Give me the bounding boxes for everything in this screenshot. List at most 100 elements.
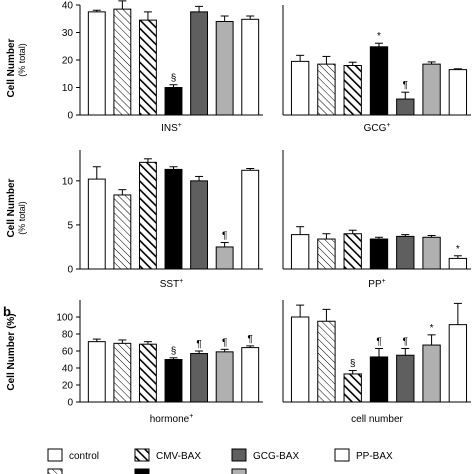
legend-swatch-cmv [135, 449, 149, 461]
y-tick-label: 40 [62, 1, 74, 12]
bar-sst-gcg [191, 181, 208, 269]
bar-hormone-ins [165, 360, 182, 403]
y-tick-label: 100 [56, 313, 73, 324]
bar-gcg-cmv [344, 66, 361, 116]
y-axis-title: Cell Number [6, 38, 17, 97]
bar-cellnum-hatch [318, 321, 335, 402]
bar-sst-sst [216, 247, 233, 269]
bar-hormone-pp [242, 348, 259, 402]
significance-mark: § [171, 346, 177, 357]
y-tick-label: 40 [62, 364, 74, 375]
panel-hormone: 0 20 40 60 80 100 § ¶ ¶ ¶ hormone+ Cell Number (%)b [3, 300, 263, 425]
y-axis-title: Cell Number [6, 178, 17, 237]
bar-pp-control [291, 235, 308, 269]
panel-ins: 0 10 20 30 40 § INS+ Cell Number (% total) [6, 1, 263, 135]
bar-gcg-gcg [397, 99, 414, 115]
bar-hormone-sst [216, 352, 233, 402]
y-tick-label: 20 [62, 56, 74, 67]
significance-mark: ¶ [222, 337, 227, 348]
significance-mark: ¶ [376, 336, 381, 347]
significance-mark: ¶ [403, 336, 408, 347]
y-tick-label: 10 [62, 83, 74, 94]
legend-swatch-ins [135, 469, 149, 474]
bar-hormone-control [88, 342, 105, 402]
panel-pp: * PP+ [283, 150, 471, 290]
panel-sst: 0 5 10 ¶ SST+ Cell Number (% total) [6, 150, 263, 290]
legend-swatch-sst [232, 469, 246, 474]
significance-mark: § [350, 359, 356, 370]
y-tick-label: 0 [67, 398, 73, 409]
significance-mark: * [456, 244, 460, 255]
significance-mark: * [377, 31, 381, 42]
y-tick-label: 80 [62, 330, 74, 341]
bar-hormone-gcg [191, 354, 208, 402]
bar-cellnum-sst [423, 345, 440, 402]
bar-gcg-sst [423, 64, 440, 115]
bar-pp-pp [449, 258, 466, 269]
y-axis-title: Cell Number (%) [6, 313, 17, 390]
bar-ins-control [88, 12, 105, 115]
bar-ins-hatch [114, 9, 131, 115]
y-tick-label: 0 [67, 111, 73, 122]
legend-swatch-gcg [232, 449, 246, 461]
bar-gcg-pp [449, 70, 466, 115]
legend-swatch-hatch [48, 469, 62, 474]
x-axis-label: GCG+ [364, 122, 391, 134]
y-tick-label: 0 [67, 265, 73, 276]
legend-label-cmv: CMV-BAX [156, 451, 201, 462]
bar-pp-sst [423, 237, 440, 269]
significance-mark: ¶ [403, 80, 408, 91]
bar-cellnum-cmv [344, 374, 361, 402]
y-tick-label: 20 [62, 381, 74, 392]
y-tick-label: 30 [62, 28, 74, 39]
bar-ins-pp [242, 19, 259, 115]
bar-gcg-control [291, 61, 308, 115]
bar-sst-pp [242, 170, 259, 269]
y-axis-subtitle: (% total) [17, 201, 27, 235]
y-axis-subtitle: (% total) [17, 43, 27, 77]
bar-cellnum-pp [449, 325, 466, 402]
legend-swatch-control [48, 449, 62, 461]
significance-mark: ¶ [196, 339, 201, 350]
significance-mark: § [171, 73, 177, 84]
bar-pp-ins [370, 239, 387, 269]
legend-label-gcg: GCG-BAX [253, 451, 299, 462]
x-axis-label: SST+ [160, 278, 184, 290]
x-axis-label: INS+ [161, 122, 182, 134]
bar-ins-ins [165, 88, 182, 116]
y-tick-label: 5 [67, 220, 73, 231]
bar-pp-cmv [344, 234, 361, 269]
y-tick-label: 60 [62, 347, 74, 358]
x-axis-label: cell number [351, 414, 403, 425]
bar-gcg-ins [370, 47, 387, 115]
x-axis-label: PP+ [368, 278, 385, 290]
bar-ins-sst [216, 22, 233, 116]
legend: control CMV-BAX GCG-BAX PP-BAX [48, 449, 393, 474]
significance-mark: ¶ [222, 231, 227, 242]
bar-sst-ins [165, 169, 182, 269]
panel-gcg: * ¶ GCG+ [283, 5, 471, 134]
significance-mark: * [430, 323, 434, 334]
bar-ins-cmv [139, 20, 156, 115]
bar-sst-hatch [114, 195, 131, 269]
significance-mark: ¶ [248, 334, 253, 345]
panel-letter: b [3, 304, 11, 319]
legend-swatch-pp [335, 449, 349, 461]
bar-pp-gcg [397, 236, 414, 269]
bar-cellnum-control [291, 317, 308, 402]
legend-label-control: control [69, 451, 99, 462]
panel-cellnum: § ¶ ¶ * cell number [283, 300, 471, 425]
bar-sst-cmv [139, 162, 156, 269]
bar-cellnum-ins [370, 357, 387, 402]
bar-ins-gcg [191, 12, 208, 115]
bar-sst-control [88, 179, 105, 269]
bar-hormone-hatch [114, 343, 131, 402]
bar-pp-hatch [318, 239, 335, 269]
legend-label-pp: PP-BAX [356, 451, 393, 462]
x-axis-label: hormone+ [150, 413, 194, 425]
bar-gcg-hatch [318, 64, 335, 115]
bar-cellnum-gcg [397, 355, 414, 402]
bar-hormone-cmv [139, 344, 156, 402]
y-tick-label: 10 [62, 176, 74, 187]
